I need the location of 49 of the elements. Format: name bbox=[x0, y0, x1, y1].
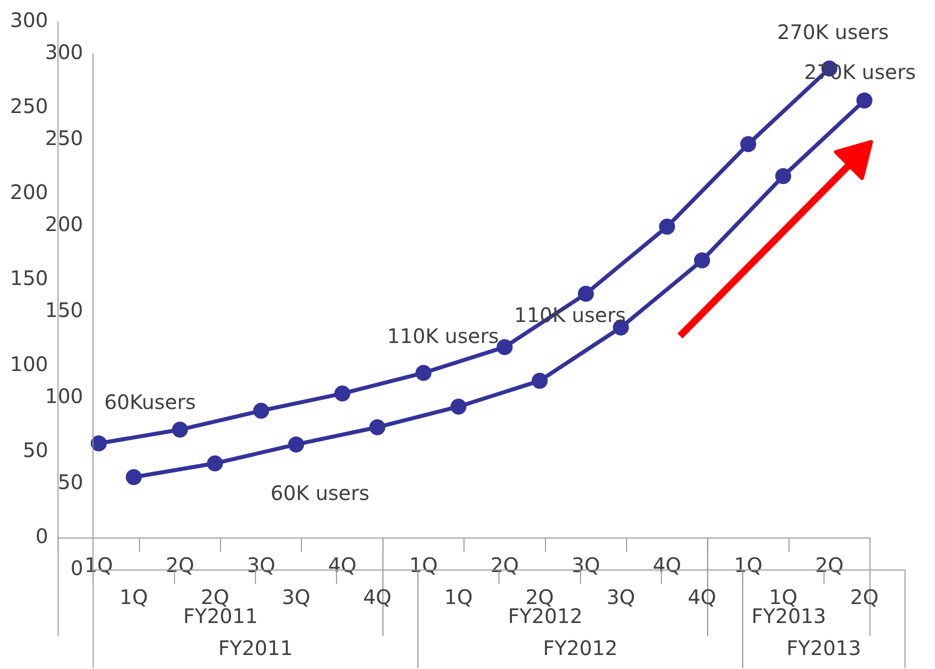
point bbox=[775, 168, 792, 184]
y-tick-label: 50 bbox=[58, 470, 84, 494]
y-tick-label: 300 bbox=[44, 40, 84, 64]
point bbox=[740, 136, 756, 152]
annotation: 60K users bbox=[270, 481, 370, 506]
y-tick-label: 0 bbox=[35, 524, 48, 548]
point bbox=[90, 435, 107, 452]
y-tick-label: 200 bbox=[44, 212, 84, 236]
point bbox=[288, 436, 304, 452]
x-tick-label: 1Q bbox=[444, 585, 473, 610]
point bbox=[856, 92, 872, 108]
text: FY2013 bbox=[786, 636, 862, 660]
text: FY2012 bbox=[542, 636, 618, 660]
y-tick-label: 100 bbox=[10, 352, 48, 376]
annotation: 110K users bbox=[387, 324, 499, 348]
x-tick-label: 2Q bbox=[850, 585, 879, 610]
annotation: 270K users bbox=[777, 20, 889, 44]
point bbox=[578, 286, 594, 302]
x-tick-label: 2Q bbox=[200, 585, 230, 610]
y-tick-label: 250 bbox=[44, 126, 84, 150]
point bbox=[450, 398, 466, 415]
point bbox=[253, 402, 270, 419]
point bbox=[659, 218, 676, 235]
point bbox=[334, 386, 350, 402]
y-tick-label: 50 bbox=[22, 438, 48, 462]
x-tick-label: 1Q bbox=[768, 585, 798, 610]
x-tick-label: 2Q bbox=[525, 585, 554, 610]
y-tick-label: 200 bbox=[10, 180, 48, 204]
y-tick-label: 250 bbox=[10, 94, 48, 118]
text: FY2011 bbox=[218, 636, 293, 660]
point bbox=[369, 419, 386, 436]
y-tick-label: 150 bbox=[44, 298, 84, 322]
point bbox=[415, 364, 432, 381]
point bbox=[172, 422, 188, 438]
y-tick-label: 150 bbox=[10, 266, 48, 290]
x-tick-label: 1Q bbox=[120, 585, 148, 610]
x-tick-label: 4Q bbox=[688, 585, 716, 610]
point bbox=[694, 252, 710, 268]
x-tick-label: 3Q bbox=[606, 585, 636, 610]
y-tick-label: 0 bbox=[70, 556, 84, 580]
annotation: 60Kusers bbox=[104, 390, 196, 414]
y-tick-label: 100 bbox=[44, 384, 84, 408]
point bbox=[532, 372, 548, 389]
x-tick-label: 4Q bbox=[363, 585, 392, 610]
x-tick-label: 3Q bbox=[282, 585, 310, 610]
point bbox=[496, 339, 513, 356]
point bbox=[126, 469, 142, 486]
point bbox=[206, 455, 223, 472]
y-tick-label: 300 bbox=[10, 8, 48, 32]
